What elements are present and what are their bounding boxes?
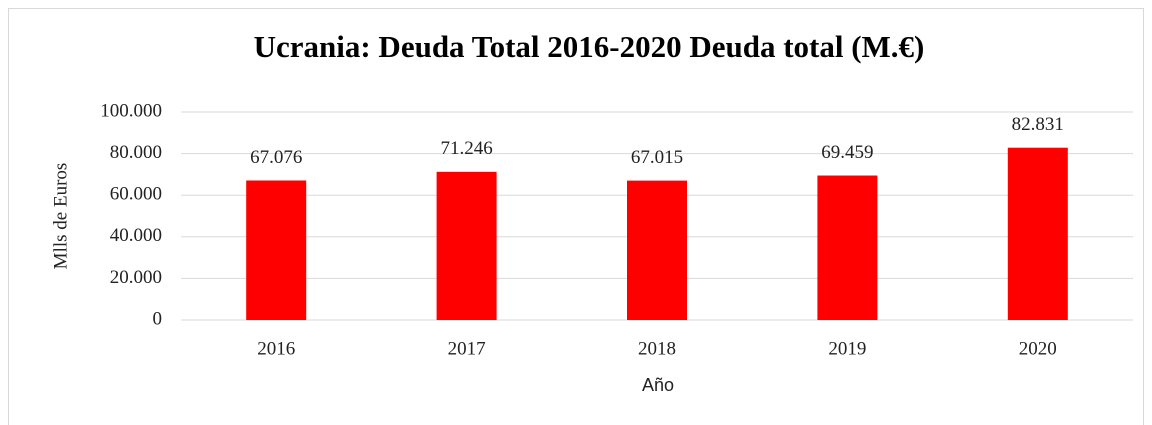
data-label: 67.015 — [631, 147, 683, 168]
x-tick-label: 2020 — [1019, 338, 1057, 359]
data-label: 67.076 — [250, 147, 302, 168]
bar — [246, 180, 307, 320]
y-tick-label: 100.000 — [100, 100, 162, 121]
data-label: 71.246 — [440, 138, 492, 159]
data-label: 69.459 — [821, 142, 873, 163]
y-tick-label: 60.000 — [110, 184, 162, 205]
chart-frame — [8, 8, 1144, 425]
x-tick-label: 2018 — [638, 338, 676, 359]
data-label: 82.831 — [1012, 114, 1064, 135]
bar — [1007, 147, 1068, 320]
x-axis-label: Año — [642, 375, 674, 395]
chart-title: Ucrania: Deuda Total 2016-2020 Deuda tot… — [254, 29, 925, 64]
y-axis-label: Mlls de Euros — [50, 163, 71, 270]
y-tick-label: 80.000 — [110, 142, 162, 163]
y-tick-label: 20.000 — [110, 267, 162, 288]
bar — [436, 171, 497, 320]
y-tick-label: 40.000 — [110, 225, 162, 246]
bar — [627, 180, 687, 320]
x-tick-label: 2016 — [257, 338, 295, 359]
bar — [817, 175, 878, 320]
x-tick-label: 2019 — [828, 338, 866, 359]
y-tick-label: 0 — [153, 308, 163, 329]
x-tick-label: 2017 — [448, 338, 486, 359]
